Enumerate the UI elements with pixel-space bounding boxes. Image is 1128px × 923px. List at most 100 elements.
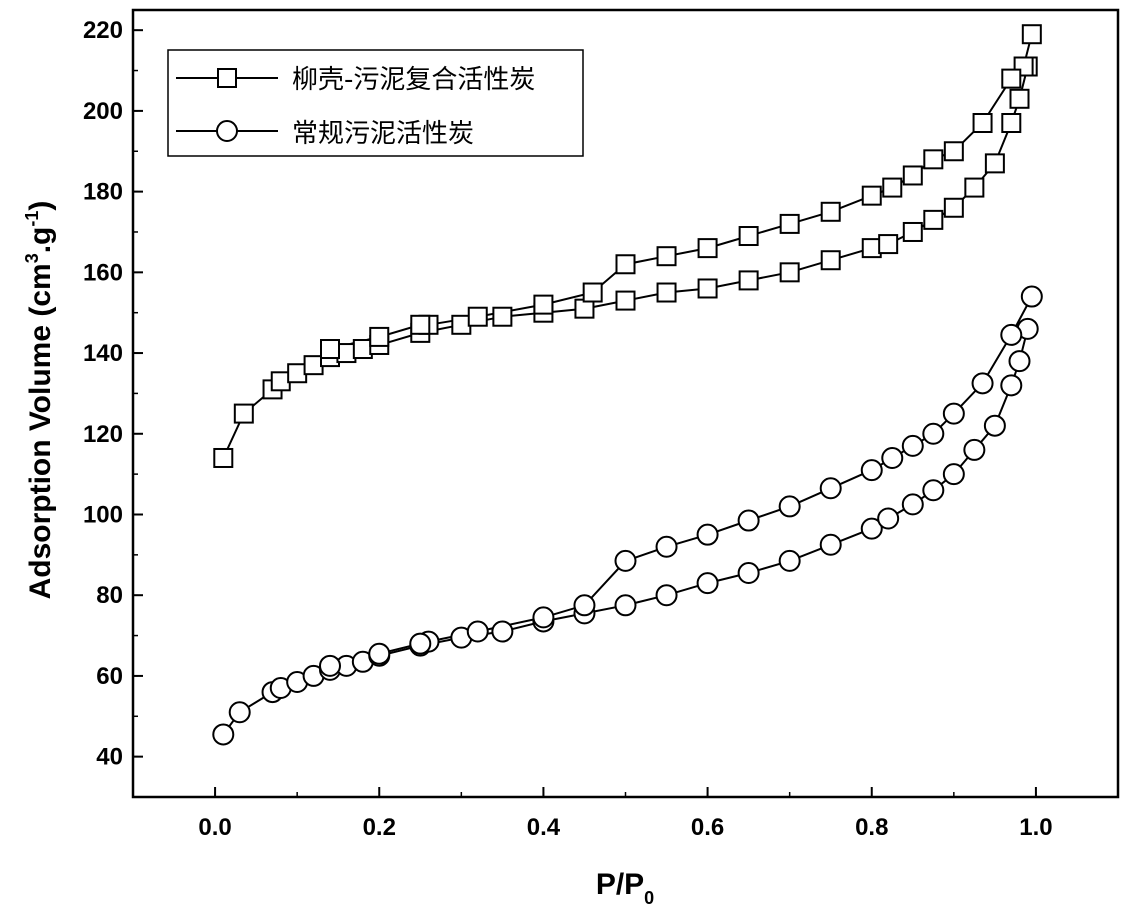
legend-box (167, 49, 584, 157)
series-1-adsorption-point (964, 177, 985, 198)
series-2-desorption-point (942, 402, 965, 425)
series-1-adsorption-point (352, 339, 373, 360)
series-1-desorption-point (882, 177, 903, 198)
series-1-desorption-point (972, 113, 993, 134)
series-2-desorption-point (971, 372, 994, 395)
x-tick-label: 0.2 (363, 814, 396, 841)
series-1-desorption-point (902, 165, 923, 186)
series-1-desorption-point (467, 306, 488, 327)
y-tick-label: 60 (96, 663, 123, 690)
series-2-desorption-point (409, 632, 432, 655)
series-2-desorption-point (737, 509, 760, 532)
series-1-adsorption-point (615, 290, 636, 311)
series-1-desorption-point (410, 314, 431, 335)
series-1-desorption-point (820, 201, 841, 222)
series-1-adsorption-point (923, 209, 944, 230)
series-1-adsorption-point (984, 153, 1005, 174)
y-axis-title-sup2: -1 (22, 211, 42, 227)
series-2-desorption-point (881, 446, 904, 469)
series-1-desorption-point (582, 282, 603, 303)
y-tick-label: 160 (83, 259, 123, 286)
series-1 (213, 24, 1042, 468)
series-2-adsorption-point (963, 438, 986, 461)
series-2-desorption-point (696, 523, 719, 546)
series-1-adsorption-point (861, 238, 882, 259)
series-2-adsorption-point (942, 463, 965, 486)
y-tick-label: 100 (83, 501, 123, 528)
legend-label-1: 柳壳-污泥复合活性炭 (292, 65, 535, 95)
series-1-desorption-point (861, 185, 882, 206)
legend-label-2: 常规污泥活性炭 (292, 119, 474, 149)
series-1-adsorption-point (1001, 113, 1022, 134)
series-2-desorption-point (655, 535, 678, 558)
series-2-adsorption-point (1000, 374, 1023, 397)
x-axis-title-subscript: 0 (644, 888, 654, 908)
series-1-desorption-point (656, 246, 677, 267)
series-2-desorption-point (368, 642, 391, 665)
series-1-adsorption-point (233, 403, 254, 424)
series-2-adsorption-point (696, 572, 719, 595)
y-tick-label: 200 (83, 98, 123, 125)
series-1-adsorption-point (213, 447, 234, 468)
series-2-desorption-point (573, 594, 596, 617)
x-tick-label: 1.0 (1019, 814, 1052, 841)
series-2-desorption-point (922, 422, 945, 445)
series-2-adsorption-point (212, 723, 235, 746)
series-1-desorption-point (779, 213, 800, 234)
series-1-desorption-point (738, 226, 759, 247)
series-2-desorption-point (614, 549, 637, 572)
series-2-adsorption-point (819, 533, 842, 556)
x-tick-label: 0.8 (855, 814, 888, 841)
y-axis-title-sup1: 3 (22, 253, 42, 263)
y-axis-title: Adsorption Volume (cm3.g-1) (22, 201, 57, 600)
series-1-adsorption-point (902, 221, 923, 242)
series-1-adsorption-point (943, 197, 964, 218)
legend-circle-marker (216, 120, 238, 142)
series-1-desorption-point (697, 238, 718, 259)
legend: 柳壳-污泥复合活性炭 常规污泥活性炭 (167, 49, 584, 157)
series-1-desorption-point (923, 149, 944, 170)
series-1-desorption-point (1001, 68, 1022, 89)
series-2 (212, 285, 1043, 746)
y-tick-label: 180 (83, 179, 123, 206)
series-2-adsorption-point (877, 507, 900, 530)
y-tick-label: 140 (83, 340, 123, 367)
x-tick-label: 0.4 (527, 814, 561, 841)
series-2-desorption-point (466, 620, 489, 643)
series-1-adsorption-point (336, 343, 357, 364)
y-tick-label: 220 (83, 17, 123, 44)
series-2-adsorption-point (614, 594, 637, 617)
series-1-adsorption-point (820, 250, 841, 271)
series-1-desorption-point (1021, 24, 1042, 45)
x-axis-title: P/P0 (596, 868, 654, 908)
series-1-desorption-point (943, 141, 964, 162)
series-1-adsorption-point (492, 306, 513, 327)
x-axis: 0.0 0.2 0.4 0.6 0.8 1.0 (132, 787, 1119, 841)
series-1-desorption-point (320, 339, 340, 360)
legend-square-marker (217, 68, 237, 88)
series-2-desorption-point (778, 495, 801, 518)
series-2-desorption-line (329, 296, 1033, 667)
series-2-adsorption-point (737, 562, 760, 585)
series-2-desorption-point (860, 459, 883, 482)
series-1-desorption-point (615, 254, 636, 275)
series-2-adsorption-point (778, 549, 801, 572)
series-1-adsorption-point (451, 314, 472, 335)
x-tick-label: 0.0 (198, 814, 231, 841)
series-1-desorption-point (369, 326, 390, 347)
series-2-desorption-point (1020, 285, 1043, 308)
series-2-adsorption-point (655, 584, 678, 607)
y-tick-label: 40 (96, 744, 123, 771)
plot-series (212, 24, 1043, 746)
series-2-adsorption-point (922, 479, 945, 502)
series-1-adsorption-point (697, 278, 718, 299)
y-tick-label: 120 (83, 421, 123, 448)
y-axis: 40 60 80 100 120 140 160 180 200 220 (83, 17, 143, 798)
series-1-adsorption-point (779, 262, 800, 283)
y-tick-label: 80 (96, 582, 123, 609)
series-2-desorption-point (1000, 323, 1023, 346)
series-2-desorption-point (819, 477, 842, 500)
series-2-desorption-point (319, 654, 341, 677)
x-tick-label: 0.6 (691, 814, 724, 841)
